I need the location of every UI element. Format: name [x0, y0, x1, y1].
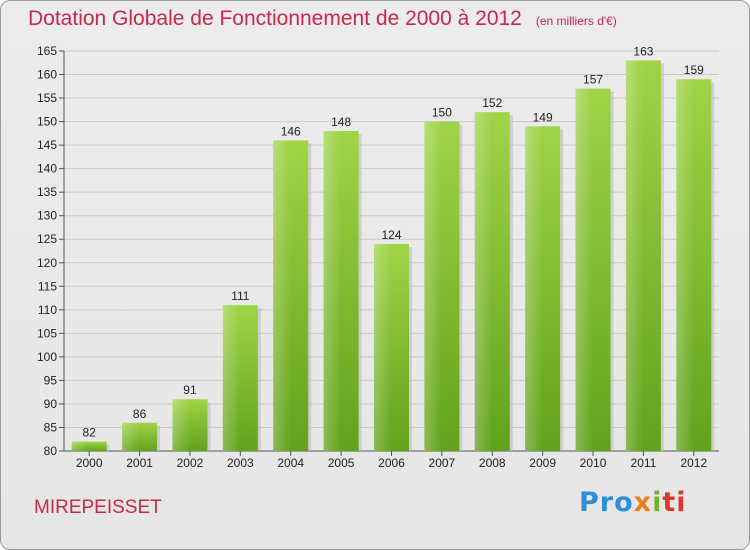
x-tick-label: 2012 — [680, 456, 707, 470]
bar-layer — [71, 60, 715, 452]
bar-highlight — [222, 305, 241, 451]
bar-highlight — [323, 131, 342, 451]
value-label: 91 — [183, 383, 197, 397]
value-label: 86 — [133, 407, 147, 421]
x-tick-label: 2004 — [277, 456, 304, 470]
value-label: 146 — [281, 124, 301, 138]
logo-part-4: ti — [662, 487, 687, 518]
y-tick-label: 165 — [37, 44, 57, 58]
bar-highlight — [676, 79, 694, 451]
bar-highlight — [122, 422, 140, 451]
proxiti-logo: Proxiti — [579, 487, 687, 518]
bar-highlight — [273, 140, 291, 452]
value-label: 163 — [633, 44, 653, 58]
label-layer: 82 86 91 111 146 148 124 150 152 149 157 163 159 — [83, 44, 705, 439]
bar-highlight — [625, 60, 644, 451]
logo-part-3: i — [652, 487, 663, 518]
chart-title: Dotation Globale de Fonctionnement de 20… — [28, 7, 617, 31]
y-tick-label: 155 — [37, 91, 57, 105]
y-tick-label: 95 — [44, 373, 58, 387]
x-tick-label: 2003 — [227, 456, 254, 470]
y-tick-label: 125 — [37, 232, 57, 246]
value-label: 149 — [533, 110, 553, 124]
x-tick-label: 2010 — [580, 456, 607, 470]
x-tick-label: 2011 — [631, 456, 657, 470]
x-tick-label: 2008 — [479, 456, 506, 470]
logo-part-2: x — [633, 487, 653, 518]
bar-highlight — [474, 112, 493, 452]
bar-highlight — [71, 441, 90, 451]
value-label: 111 — [231, 289, 250, 303]
chart-title-text: Dotation Globale de Fonctionnement de 20… — [28, 7, 522, 30]
y-tick-label: 80 — [44, 444, 58, 458]
bar-highlight — [172, 399, 190, 451]
y-tick-label: 90 — [44, 397, 58, 411]
value-label: 152 — [482, 96, 502, 110]
value-label: 150 — [432, 106, 452, 120]
bar-highlight — [525, 126, 543, 451]
x-tick-label: 2000 — [76, 456, 103, 470]
value-label: 157 — [583, 73, 603, 87]
commune-name: MIREPEISSET — [34, 497, 162, 518]
value-label: 82 — [83, 426, 97, 440]
x-tick-label: 2005 — [328, 456, 355, 470]
x-tick-label: 2007 — [429, 456, 456, 470]
y-tick-label: 85 — [44, 420, 58, 434]
y-tick-label: 120 — [37, 256, 57, 270]
y-tick-label: 150 — [37, 115, 57, 129]
y-tick-label: 100 — [37, 350, 57, 364]
x-tick-label: 2006 — [378, 456, 405, 470]
bar-highlight — [575, 88, 594, 451]
bar-highlight — [374, 243, 392, 451]
x-tick-label: 2001 — [126, 456, 153, 470]
y-tick-label: 105 — [37, 326, 57, 340]
bar-highlight — [424, 121, 442, 452]
value-label: 159 — [684, 63, 704, 77]
chart-subtitle: (en milliers d'€) — [535, 14, 617, 28]
y-tick-label: 110 — [38, 303, 57, 317]
value-label: 148 — [331, 115, 351, 129]
y-tick-label: 135 — [37, 185, 57, 199]
y-tick-label: 145 — [37, 138, 57, 152]
value-label: 124 — [381, 228, 401, 242]
y-tick-label: 160 — [37, 68, 57, 82]
y-tick-label: 130 — [37, 209, 57, 223]
y-tick-label: 115 — [38, 279, 57, 293]
y-tick-label: 140 — [37, 162, 57, 176]
x-tick-label: 2002 — [177, 456, 204, 470]
x-tick-label: 2009 — [529, 456, 556, 470]
logo-part-1: Pro — [579, 487, 634, 518]
